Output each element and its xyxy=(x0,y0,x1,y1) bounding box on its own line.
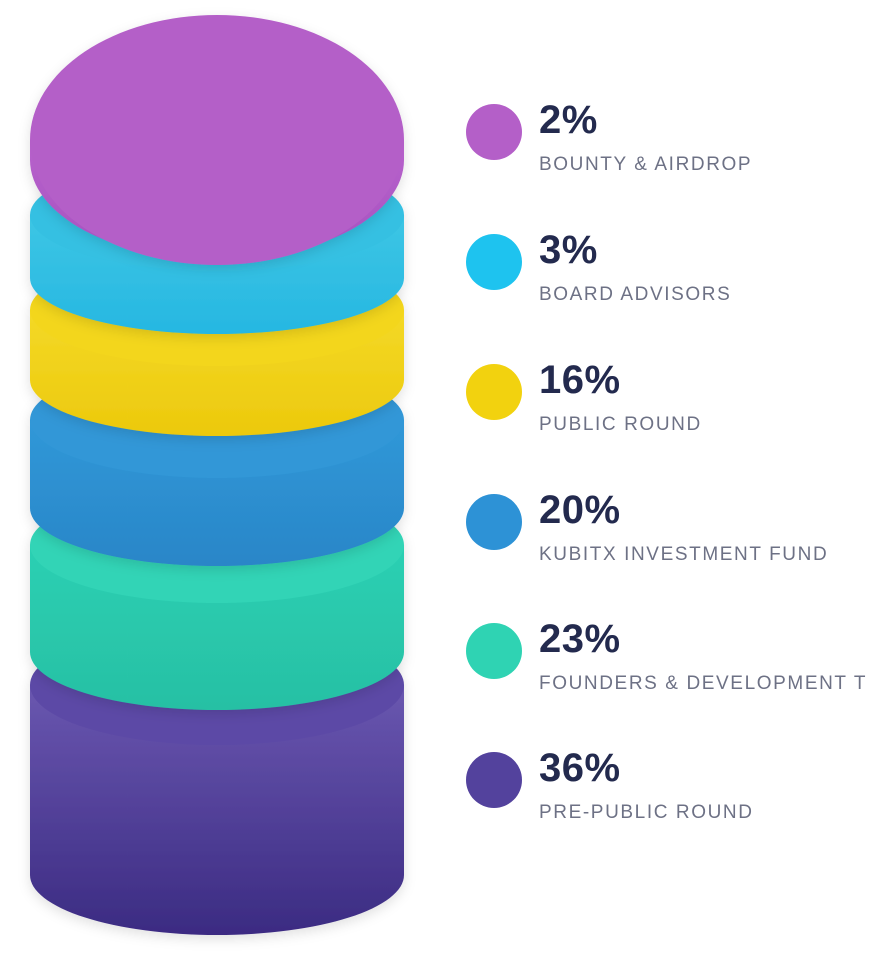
legend-item-public-round: 16% PUBLIC ROUND xyxy=(466,358,886,474)
legend-percent: 23% xyxy=(539,617,621,661)
legend-item-pre-public-round: 36% PRE-PUBLIC ROUND xyxy=(466,746,886,862)
legend-swatch xyxy=(466,752,522,808)
legend-swatch xyxy=(466,623,522,679)
legend-percent: 3% xyxy=(539,228,598,272)
legend-swatch xyxy=(466,104,522,160)
layer-bounty-airdrop xyxy=(30,15,404,265)
legend-item-founders-development: 23% FOUNDERS & DEVELOPMENT T xyxy=(466,617,886,733)
legend-percent: 16% xyxy=(539,358,621,402)
legend-swatch xyxy=(466,364,522,420)
legend-label: BOUNTY & AIRDROP xyxy=(539,154,753,175)
legend-label: FOUNDERS & DEVELOPMENT T xyxy=(539,673,868,694)
legend-label: BOARD ADVISORS xyxy=(539,284,732,305)
legend-percent: 36% xyxy=(539,746,621,790)
legend-percent: 2% xyxy=(539,98,598,142)
legend-label: PUBLIC ROUND xyxy=(539,414,702,435)
legend-item-board-advisors: 3% BOARD ADVISORS xyxy=(466,228,886,344)
stacked-cylinder-chart xyxy=(30,15,404,935)
legend-item-kubitx-investment-fund: 20% KUBITX INVESTMENT FUND xyxy=(466,488,886,604)
legend-percent: 20% xyxy=(539,488,621,532)
legend-swatch xyxy=(466,494,522,550)
legend-swatch xyxy=(466,234,522,290)
legend-label: PRE-PUBLIC ROUND xyxy=(539,802,754,823)
legend-item-bounty-airdrop: 2% BOUNTY & AIRDROP xyxy=(466,98,886,214)
legend-label: KUBITX INVESTMENT FUND xyxy=(539,544,829,565)
